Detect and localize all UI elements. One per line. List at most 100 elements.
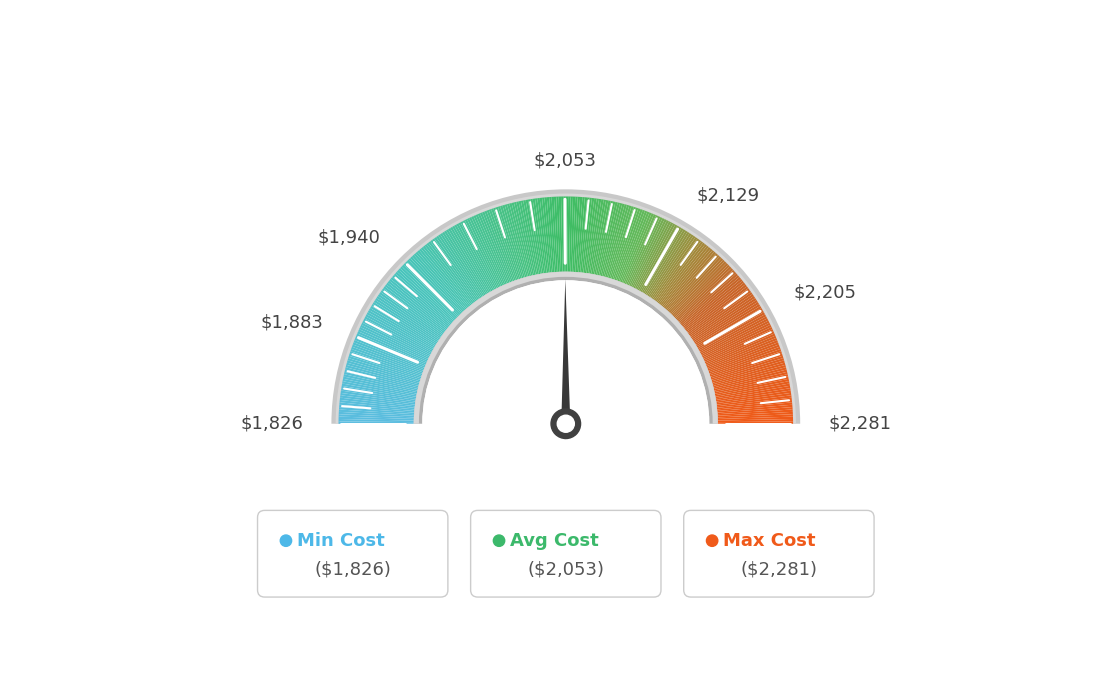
Wedge shape	[467, 218, 501, 287]
Wedge shape	[582, 198, 592, 273]
Wedge shape	[339, 402, 414, 411]
Wedge shape	[668, 255, 720, 312]
Wedge shape	[507, 204, 528, 277]
FancyBboxPatch shape	[470, 511, 661, 597]
Wedge shape	[388, 281, 447, 329]
Wedge shape	[381, 290, 443, 336]
Wedge shape	[357, 333, 426, 365]
Wedge shape	[580, 197, 590, 273]
Wedge shape	[711, 356, 784, 380]
Wedge shape	[339, 405, 414, 413]
Wedge shape	[715, 386, 790, 400]
Wedge shape	[471, 216, 503, 286]
Wedge shape	[704, 329, 774, 362]
Wedge shape	[700, 316, 767, 353]
Wedge shape	[716, 397, 792, 408]
Wedge shape	[680, 273, 737, 324]
Wedge shape	[374, 300, 438, 342]
Wedge shape	[714, 379, 789, 395]
Polygon shape	[197, 426, 935, 651]
Wedge shape	[549, 197, 556, 272]
Wedge shape	[599, 202, 618, 276]
Wedge shape	[718, 409, 793, 416]
Wedge shape	[538, 198, 549, 273]
Wedge shape	[493, 208, 519, 279]
Wedge shape	[696, 304, 761, 345]
Wedge shape	[670, 258, 723, 314]
Wedge shape	[341, 391, 415, 403]
Wedge shape	[552, 197, 558, 272]
Wedge shape	[652, 237, 698, 300]
Wedge shape	[511, 202, 531, 276]
Wedge shape	[631, 219, 667, 288]
Wedge shape	[392, 275, 450, 326]
Text: Max Cost: Max Cost	[723, 532, 816, 550]
Wedge shape	[691, 294, 754, 338]
Wedge shape	[575, 197, 583, 272]
Wedge shape	[348, 358, 421, 382]
Wedge shape	[399, 268, 455, 321]
Wedge shape	[601, 202, 620, 276]
Wedge shape	[704, 331, 774, 364]
Wedge shape	[673, 263, 729, 317]
Wedge shape	[454, 224, 492, 291]
Wedge shape	[355, 335, 426, 366]
Wedge shape	[613, 208, 638, 279]
Wedge shape	[423, 280, 709, 424]
Wedge shape	[406, 259, 460, 315]
Wedge shape	[712, 365, 786, 386]
Wedge shape	[655, 240, 701, 302]
Wedge shape	[340, 395, 415, 406]
Wedge shape	[336, 194, 796, 424]
Wedge shape	[491, 208, 518, 280]
Wedge shape	[428, 241, 475, 303]
Wedge shape	[446, 229, 487, 295]
Wedge shape	[382, 288, 444, 335]
Wedge shape	[693, 300, 757, 342]
Wedge shape	[638, 224, 676, 290]
Wedge shape	[436, 236, 480, 299]
Text: Avg Cost: Avg Cost	[510, 532, 599, 550]
Wedge shape	[363, 319, 431, 355]
Wedge shape	[438, 235, 481, 298]
Text: $2,205: $2,205	[794, 283, 857, 301]
Wedge shape	[478, 213, 508, 284]
Wedge shape	[412, 255, 464, 312]
Wedge shape	[339, 414, 414, 419]
Wedge shape	[450, 227, 490, 293]
Wedge shape	[542, 197, 552, 273]
Wedge shape	[365, 314, 433, 352]
Wedge shape	[681, 275, 740, 326]
Wedge shape	[694, 302, 758, 344]
Wedge shape	[360, 325, 429, 359]
Wedge shape	[513, 202, 532, 276]
Wedge shape	[402, 265, 457, 319]
Wedge shape	[644, 228, 683, 294]
Wedge shape	[489, 209, 516, 281]
Wedge shape	[565, 197, 569, 272]
Circle shape	[558, 415, 574, 432]
Wedge shape	[421, 247, 470, 306]
Wedge shape	[375, 298, 439, 341]
Wedge shape	[639, 224, 678, 291]
Wedge shape	[709, 347, 781, 374]
Wedge shape	[371, 304, 436, 345]
Wedge shape	[349, 353, 422, 378]
Wedge shape	[378, 294, 440, 338]
Wedge shape	[572, 197, 577, 272]
Wedge shape	[707, 338, 777, 368]
Wedge shape	[651, 236, 696, 299]
Wedge shape	[701, 319, 768, 355]
Wedge shape	[715, 381, 789, 397]
Wedge shape	[715, 384, 789, 398]
Wedge shape	[482, 212, 511, 282]
Wedge shape	[370, 306, 436, 346]
Wedge shape	[417, 250, 468, 308]
Wedge shape	[705, 335, 776, 366]
Wedge shape	[716, 391, 790, 403]
Polygon shape	[561, 279, 571, 440]
Wedge shape	[396, 270, 454, 322]
Wedge shape	[612, 207, 636, 279]
Wedge shape	[343, 374, 417, 392]
Wedge shape	[640, 226, 679, 292]
